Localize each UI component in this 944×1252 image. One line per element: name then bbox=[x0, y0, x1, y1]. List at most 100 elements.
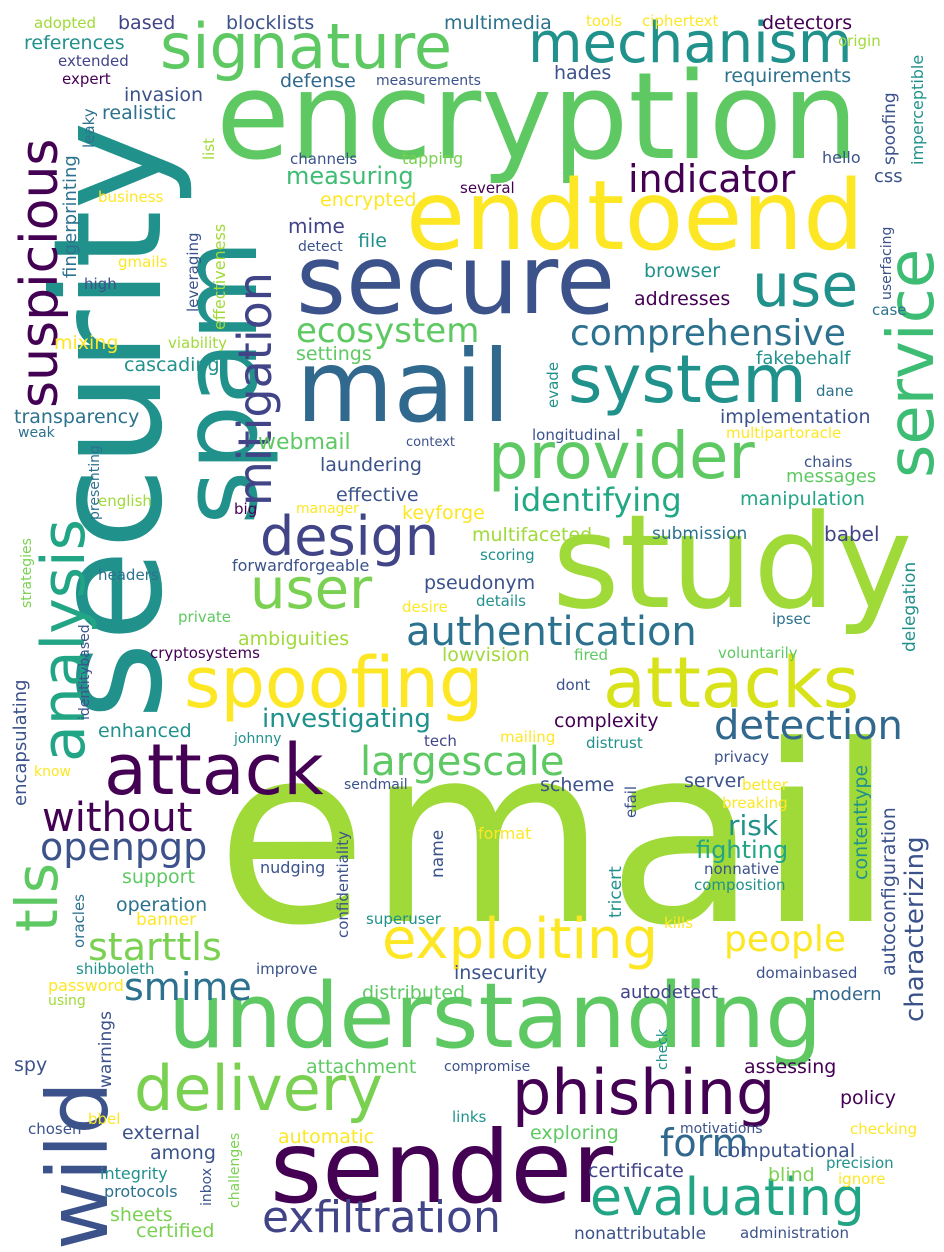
word-effective: effective bbox=[336, 484, 419, 506]
word-design: design bbox=[260, 505, 440, 568]
word-banner: banner bbox=[136, 910, 197, 930]
word-ecosystem: ecosystem bbox=[296, 311, 480, 351]
word-starttls: starttls bbox=[88, 925, 222, 969]
word-webmail: webmail bbox=[258, 430, 351, 455]
word-spy: spy bbox=[14, 1054, 48, 1076]
word-messages: messages bbox=[786, 466, 877, 487]
word-suspicious: suspicious bbox=[10, 138, 70, 409]
word-links: links bbox=[452, 1108, 487, 1126]
word-manipulation: manipulation bbox=[740, 488, 865, 510]
word-tech: tech bbox=[424, 732, 457, 750]
word-privacy: privacy bbox=[714, 748, 770, 766]
word-fingerprinting: fingerprinting bbox=[60, 155, 81, 278]
word-extended: extended bbox=[58, 52, 129, 70]
word-userfacing: userfacing bbox=[879, 226, 895, 300]
word-viability: viability bbox=[168, 334, 228, 352]
word-precision: precision bbox=[826, 1154, 894, 1172]
word-understanding: understanding bbox=[168, 964, 823, 1069]
word-origin: origin bbox=[838, 32, 881, 50]
word-attacks: attacks bbox=[603, 642, 860, 724]
word-list: list bbox=[200, 137, 218, 160]
word-exploring: exploring bbox=[530, 1122, 619, 1144]
word-investigating: investigating bbox=[262, 704, 431, 734]
word-complexity: complexity bbox=[554, 710, 659, 732]
word-people: people bbox=[724, 919, 847, 960]
word-openpgp: openpgp bbox=[40, 825, 208, 869]
word-composition: composition bbox=[694, 876, 786, 894]
word-browser: browser bbox=[644, 260, 721, 282]
word-sendmail: sendmail bbox=[344, 777, 408, 793]
word-references: references bbox=[24, 32, 125, 54]
word-distrust: distrust bbox=[586, 734, 643, 752]
word-attack: attack bbox=[104, 729, 324, 811]
word-blind: blind bbox=[768, 1164, 815, 1186]
word-oracles: oracles bbox=[70, 894, 88, 948]
word-check: check bbox=[655, 1029, 671, 1070]
word-attachment: attachment bbox=[306, 1056, 417, 1078]
word-effectiveness: effectiveness bbox=[210, 223, 229, 330]
word-invasion: invasion bbox=[124, 84, 204, 106]
word-forwardforgeable: forwardforgeable bbox=[232, 556, 370, 575]
word-hades: hades bbox=[554, 62, 612, 84]
word-challenges: challenges bbox=[227, 1132, 243, 1208]
word-indicator: indicator bbox=[628, 157, 796, 201]
word-mixing: mixing bbox=[54, 332, 119, 354]
word-dont: dont bbox=[556, 676, 591, 694]
word-policy: policy bbox=[840, 1087, 896, 1109]
word-delivery: delivery bbox=[134, 1052, 383, 1125]
word-evaluating: evaluating bbox=[590, 1168, 865, 1228]
word-modern: modern bbox=[812, 984, 882, 1005]
word-leveraging: leveraging bbox=[184, 232, 202, 312]
word-insecurity: insecurity bbox=[454, 962, 548, 984]
word-signature: signature bbox=[160, 10, 453, 83]
word-multifaceted: multifaceted bbox=[472, 524, 593, 546]
word-tricert: tricert bbox=[606, 866, 626, 918]
word-imperceptible: imperceptible bbox=[908, 54, 927, 165]
word-mime: mime bbox=[288, 214, 345, 238]
word-detect: detect bbox=[298, 239, 343, 255]
word-shibboleth: shibboleth bbox=[76, 960, 155, 978]
word-fired: fired bbox=[574, 646, 609, 664]
word-evade: evade bbox=[544, 361, 562, 408]
word-better: better bbox=[742, 776, 788, 794]
word-chains: chains bbox=[804, 453, 853, 471]
word-using: using bbox=[48, 993, 86, 1009]
word-computational: computational bbox=[718, 1140, 856, 1162]
word-strategies: strategies bbox=[19, 538, 35, 608]
word-english: english bbox=[98, 492, 152, 510]
word-measurements: measurements bbox=[376, 73, 481, 89]
word-characterizing: characterizing bbox=[900, 836, 930, 1022]
word-voluntarily: voluntarily bbox=[718, 644, 798, 662]
word-keyforge: keyforge bbox=[402, 502, 485, 524]
word-kills: kills bbox=[664, 914, 694, 932]
word-bbel: bbel bbox=[88, 1110, 121, 1128]
word-administration: administration bbox=[740, 1224, 849, 1242]
word-without: without bbox=[42, 795, 193, 841]
word-multimedia: multimedia bbox=[444, 12, 552, 34]
word-operation: operation bbox=[116, 894, 208, 916]
word-ipsec: ipsec bbox=[772, 610, 811, 628]
word-measuring: measuring bbox=[286, 162, 414, 190]
word-longitudinal: longitudinal bbox=[532, 426, 621, 444]
word-sheets: sheets bbox=[110, 1204, 173, 1226]
word-settings: settings bbox=[296, 343, 372, 365]
word-distributed: distributed bbox=[362, 982, 466, 1004]
word-transparency: transparency bbox=[14, 406, 140, 428]
word-gmails: gmails bbox=[118, 253, 168, 271]
word-lowvision: lowvision bbox=[442, 644, 530, 666]
word-compromise: compromise bbox=[444, 1059, 531, 1075]
word-mail: mail bbox=[296, 328, 511, 445]
word-format: format bbox=[478, 824, 532, 843]
word-sender: sender bbox=[270, 1109, 614, 1226]
word-support: support bbox=[122, 866, 195, 888]
word-among: among bbox=[150, 1142, 216, 1164]
word-server: server bbox=[684, 770, 745, 792]
word-warnings: warnings bbox=[96, 1011, 116, 1088]
word-headers: headers bbox=[98, 566, 159, 584]
word-scheme: scheme bbox=[540, 774, 615, 796]
word-user: user bbox=[250, 557, 373, 622]
word-expert: expert bbox=[62, 70, 111, 88]
word-multipartoracle: multipartoracle bbox=[726, 424, 842, 442]
word-scoring: scoring bbox=[480, 546, 535, 564]
word-improve: improve bbox=[256, 960, 318, 978]
